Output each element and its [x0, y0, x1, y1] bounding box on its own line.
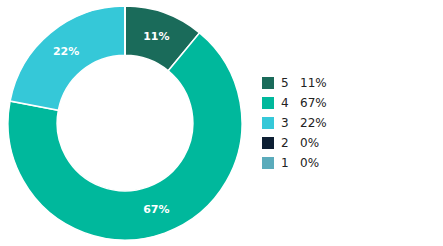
html-text:2 0%: 2 0%	[281, 136, 320, 150]
html-text:1 0%: 1 0%	[281, 156, 320, 170]
html-text:4 67%: 4 67%	[281, 96, 327, 110]
svg-text:22%: 22%	[53, 45, 79, 58]
svg-text:67%: 67%	[143, 203, 169, 216]
html-text:3 22%: 3 22%	[281, 116, 327, 130]
html-text:5 11%: 5 11%	[281, 76, 327, 90]
svg-text:11%: 11%	[143, 30, 169, 43]
